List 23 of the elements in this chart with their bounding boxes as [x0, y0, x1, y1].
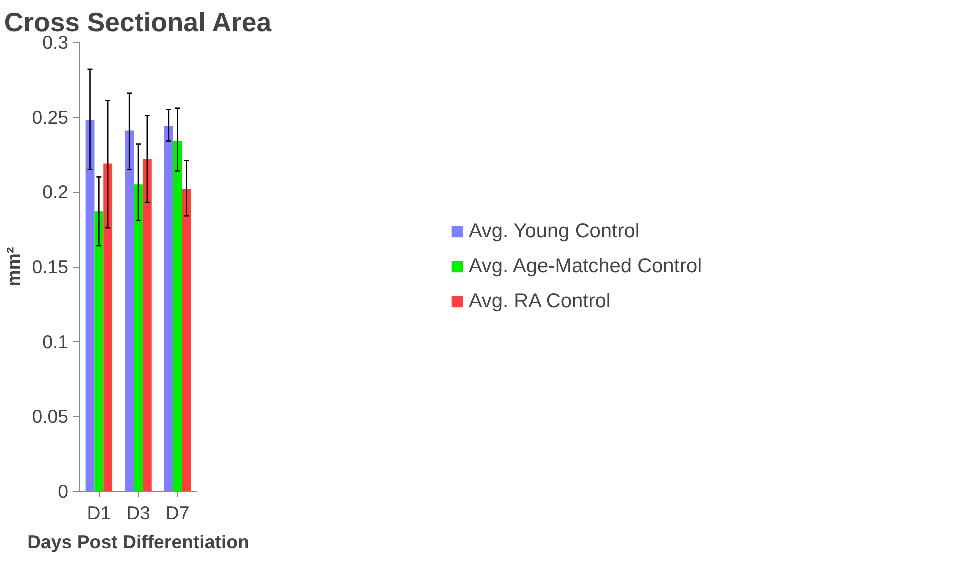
- x-axis-title: Days Post Differentiation: [28, 532, 250, 552]
- y-tick-label: 0.15: [32, 256, 68, 278]
- bar: [134, 184, 143, 492]
- x-tick-label: D7: [166, 502, 190, 524]
- y-tick-label: 0.2: [42, 182, 69, 203]
- y-tick-label: 0.05: [32, 406, 68, 428]
- bar: [142, 159, 152, 492]
- bar: [173, 141, 182, 492]
- bar: [86, 120, 95, 492]
- bar: [182, 189, 192, 492]
- legend-label: Avg. Young Control: [468, 220, 640, 243]
- y-tick-label: 0.25: [32, 106, 68, 128]
- x-tick-label: D3: [126, 502, 150, 524]
- x-tick-label: D1: [87, 502, 112, 524]
- bar: [94, 212, 104, 492]
- bar: [125, 130, 134, 492]
- bar: [164, 126, 174, 492]
- bar: [104, 164, 113, 492]
- y-tick-label: 0: [58, 481, 69, 502]
- y-tick-label: 0.1: [42, 331, 69, 352]
- y-axis-title: mm²: [3, 247, 24, 287]
- legend-label: Avg. Age-Matched Control: [468, 255, 702, 278]
- legend-label: Avg. RA Control: [468, 290, 611, 313]
